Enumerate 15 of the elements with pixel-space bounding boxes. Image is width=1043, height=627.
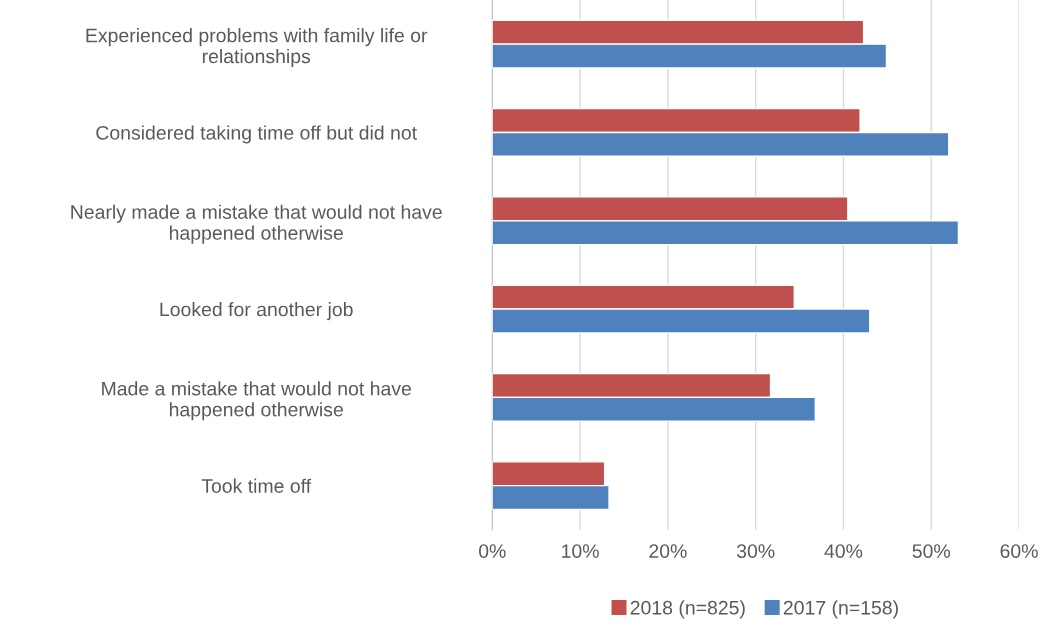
y-tick-label: Took time off <box>201 478 312 493</box>
y-tick-label: Looked for another job <box>160 302 353 321</box>
y-tick-label: Made a mistake that would not have happened otherwise <box>102 381 411 421</box>
legend-label: 2017 (n=158) <box>783 600 898 619</box>
x-tick-label: 30% <box>736 544 775 558</box>
x-tick-label: 50% <box>912 544 950 558</box>
x-tick-label: 40% <box>824 544 863 558</box>
x-tick-label: 10% <box>562 544 599 558</box>
x-tick-label: 20% <box>649 544 687 558</box>
legend-label: 2018 (n=825) <box>630 600 745 619</box>
y-tick-label: Nearly made a mistake that would not have happened otherwise <box>71 204 442 244</box>
y-tick-label: Considered taking time off but did not <box>96 125 417 144</box>
x-tick-label: 0% <box>479 544 506 558</box>
x-tick-label: 60% <box>1000 544 1038 558</box>
y-tick-label: Experienced problems with family life or relationships <box>86 28 428 68</box>
